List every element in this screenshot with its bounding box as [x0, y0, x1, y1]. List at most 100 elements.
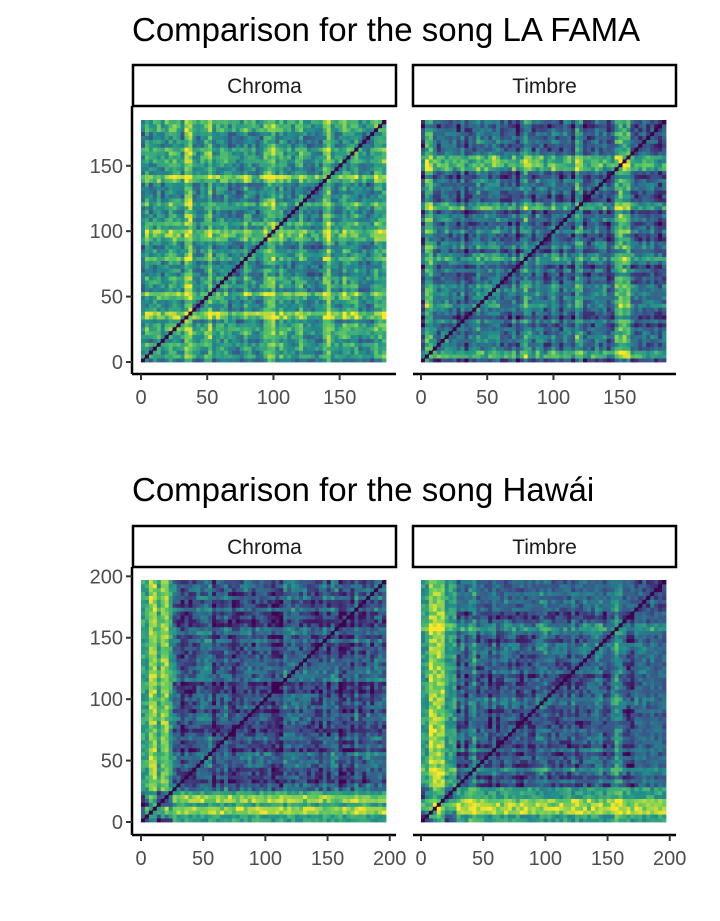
- heatmap-cell: [322, 354, 328, 359]
- heatmap-cell: [460, 315, 465, 320]
- heatmap-cell: [432, 178, 438, 183]
- heatmap-cell: [208, 268, 213, 273]
- heatmap-cell: [299, 166, 304, 172]
- heatmap-cell: [144, 123, 150, 129]
- heatmap-cell: [448, 194, 454, 199]
- heatmap-cell: [448, 205, 454, 211]
- heatmap-cell: [448, 338, 454, 343]
- heatmap-cell: [148, 252, 154, 258]
- heatmap-cell: [428, 182, 434, 187]
- heatmap-cell: [358, 330, 363, 336]
- heatmap-cell: [448, 342, 454, 347]
- heatmap-cell: [239, 350, 245, 355]
- heatmap-cell: [144, 287, 150, 293]
- heatmap-cell: [263, 244, 268, 250]
- heatmap-cell: [354, 334, 359, 339]
- heatmap-cell: [152, 295, 158, 300]
- heatmap-cell: [334, 143, 339, 148]
- heatmap-cell: [247, 280, 253, 285]
- heatmap-cell: [152, 229, 158, 234]
- heatmap-cell: [421, 209, 426, 215]
- heatmap-cell: [480, 186, 485, 191]
- heatmap-cell: [382, 346, 387, 351]
- heatmap-cell: [275, 123, 280, 129]
- heatmap-cell: [448, 260, 454, 265]
- heatmap-cell: [424, 194, 430, 199]
- heatmap-cell: [279, 303, 284, 308]
- heatmap-cell: [196, 194, 201, 199]
- heatmap-cell: [243, 338, 249, 343]
- heatmap-cell: [370, 280, 375, 285]
- heatmap-cell: [440, 315, 446, 320]
- heatmap-cell: [318, 244, 324, 250]
- heatmap-cell: [180, 151, 185, 156]
- heatmap-cell: [204, 342, 209, 347]
- heatmap-cell: [350, 241, 355, 246]
- heatmap-cell: [243, 151, 249, 156]
- heatmap-cell: [291, 155, 296, 160]
- heatmap-cell: [444, 159, 450, 164]
- heatmap-cell: [476, 260, 481, 265]
- heatmap-cell: [168, 241, 174, 246]
- heatmap-cell: [212, 198, 217, 203]
- heatmap-cell: [342, 346, 347, 351]
- heatmap-cell: [267, 248, 272, 254]
- heatmap-cell: [287, 252, 292, 258]
- heatmap-cell: [279, 268, 284, 273]
- heatmap-cell: [255, 291, 260, 297]
- heatmap-cell: [152, 178, 158, 183]
- heatmap-cell: [259, 358, 264, 363]
- heatmap-cell: [192, 182, 197, 187]
- heatmap-cell: [436, 127, 442, 133]
- heatmap-cell: [283, 326, 288, 332]
- heatmap-cell: [378, 330, 383, 336]
- heatmap-cell: [358, 307, 363, 312]
- heatmap-cell: [255, 233, 260, 238]
- heatmap-cell: [378, 147, 383, 152]
- heatmap-cell: [243, 315, 249, 320]
- heatmap-cell: [432, 147, 438, 152]
- heatmap-cell: [243, 244, 249, 250]
- heatmap-cell: [322, 276, 328, 281]
- heatmap-cell: [200, 334, 205, 339]
- heatmap-cell: [176, 346, 181, 351]
- heatmap-cell: [342, 311, 347, 316]
- heatmap-cell: [141, 330, 146, 336]
- heatmap-cell: [231, 319, 237, 324]
- heatmap-cell: [330, 205, 336, 211]
- heatmap-cell: [271, 272, 276, 277]
- heatmap-cell: [243, 186, 249, 191]
- heatmap-cell: [440, 287, 446, 293]
- heatmap-cell: [436, 131, 442, 137]
- heatmap-cell: [382, 303, 387, 308]
- heatmap-cell: [271, 221, 276, 226]
- heatmap-cell: [204, 330, 209, 336]
- heatmap-cell: [168, 151, 174, 156]
- heatmap-cell: [192, 120, 197, 125]
- heatmap-cell: [235, 272, 241, 277]
- heatmap-cell: [291, 127, 296, 133]
- heatmap-cell: [448, 268, 454, 273]
- heatmap-cell: [421, 342, 426, 347]
- heatmap-cell: [350, 120, 355, 125]
- heatmap-cell: [180, 135, 185, 140]
- heatmap-cell: [255, 272, 260, 277]
- heatmap-cell: [472, 139, 477, 144]
- heatmap-cell: [358, 299, 363, 304]
- heatmap-cell: [295, 155, 300, 160]
- heatmap-cell: [267, 155, 272, 160]
- heatmap-cell: [227, 315, 233, 320]
- heatmap-cell: [212, 120, 217, 125]
- heatmap-cell: [295, 182, 300, 187]
- heatmap-cell: [460, 287, 465, 293]
- heatmap-cell: [334, 264, 339, 269]
- heatmap-cell: [279, 213, 284, 218]
- heatmap-cell: [310, 155, 316, 160]
- heatmap-cell: [180, 283, 185, 289]
- heatmap-cell: [424, 139, 430, 144]
- heatmap-cell: [251, 190, 256, 195]
- heatmap-cell: [172, 291, 177, 297]
- heatmap-cell: [366, 186, 371, 191]
- heatmap-cell: [370, 299, 375, 304]
- heatmap-cell: [346, 350, 351, 355]
